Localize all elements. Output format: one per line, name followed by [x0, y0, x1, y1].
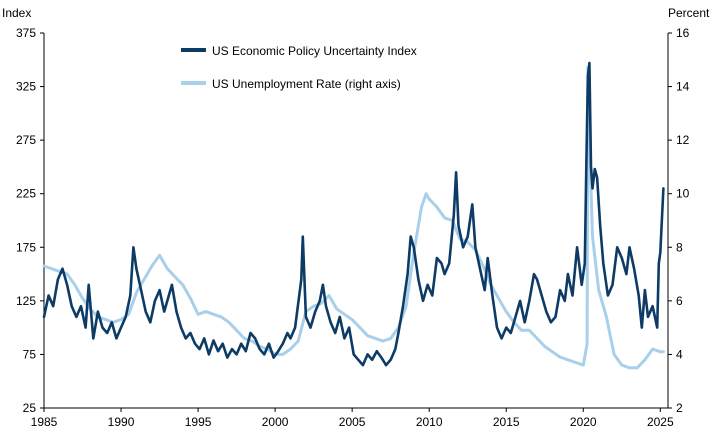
right-tick-label: 16 — [676, 26, 690, 40]
series-line-unemployment — [42, 66, 665, 370]
right-tick-label: 4 — [676, 347, 683, 361]
left-tick-label: 75 — [23, 347, 37, 361]
x-tick-label: 2025 — [647, 415, 674, 429]
x-tick-label: 1990 — [108, 415, 135, 429]
series-line-epu — [42, 61, 665, 367]
x-tick-label: 2000 — [262, 415, 289, 429]
x-ticks: 1985 1990 1995 2000 2005 2010 2015 2020 2025 — [31, 408, 674, 429]
right-axis-title: Percent — [668, 6, 710, 20]
axes — [43, 33, 669, 409]
left-tick-label: 225 — [16, 187, 36, 201]
right-tick-label: 6 — [676, 294, 683, 308]
left-tick-label: 275 — [16, 133, 36, 147]
right-tick-label: 14 — [676, 80, 690, 94]
left-tick-label: 375 — [16, 26, 36, 40]
right-tick-label: 12 — [676, 133, 690, 147]
series-layer — [42, 61, 665, 370]
x-tick-label: 2015 — [493, 415, 520, 429]
right-tick-label: 10 — [676, 187, 690, 201]
legend: US Economic Policy Uncertainty Index US … — [181, 44, 417, 91]
x-tick-label: 2010 — [416, 415, 443, 429]
left-tick-label: 25 — [23, 401, 37, 415]
left-tick-label: 175 — [16, 240, 36, 254]
legend-label-epu: US Economic Policy Uncertainty Index — [212, 44, 417, 58]
right-tick-label: 8 — [676, 240, 683, 254]
x-tick-label: 1985 — [31, 415, 58, 429]
right-ticks: 16 14 12 10 8 6 4 2 — [668, 26, 690, 415]
left-axis-title: Index — [2, 6, 31, 20]
legend-label-unemployment: US Unemployment Rate (right axis) — [212, 77, 401, 91]
left-tick-label: 325 — [16, 80, 36, 94]
x-tick-label: 1995 — [185, 415, 212, 429]
x-tick-label: 2020 — [570, 415, 597, 429]
left-tick-label: 125 — [16, 294, 36, 308]
x-tick-label: 2005 — [339, 415, 366, 429]
right-tick-label: 2 — [676, 401, 683, 415]
left-ticks: 375 325 275 225 175 125 75 25 — [16, 26, 44, 415]
